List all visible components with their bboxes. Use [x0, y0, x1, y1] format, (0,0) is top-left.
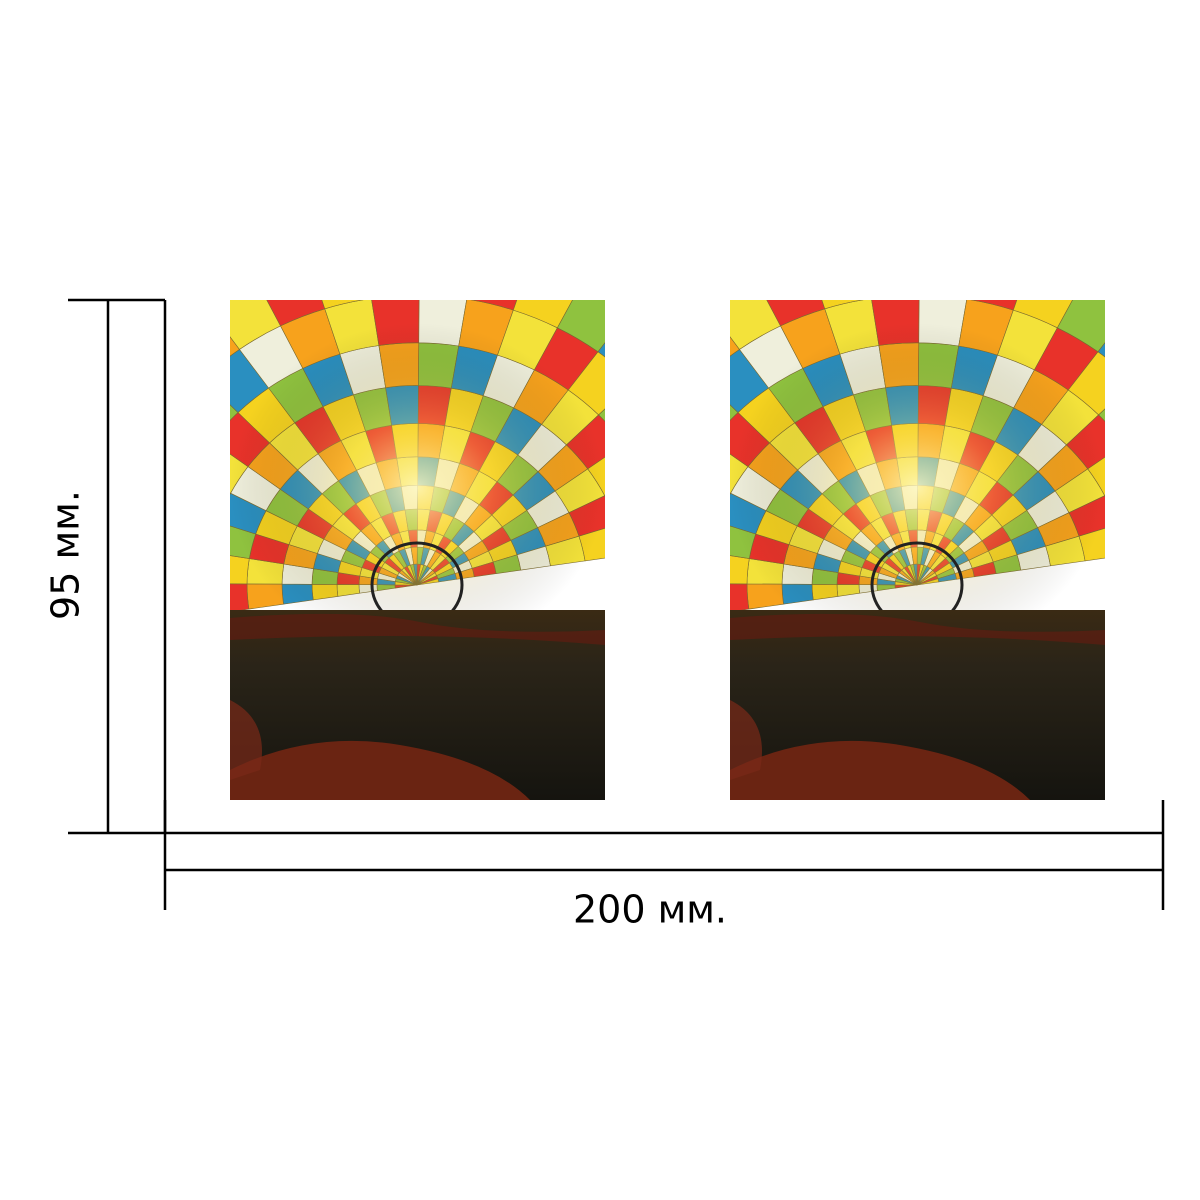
height-label: 95 мм.	[44, 490, 88, 620]
width-label: 200 мм.	[573, 888, 727, 932]
